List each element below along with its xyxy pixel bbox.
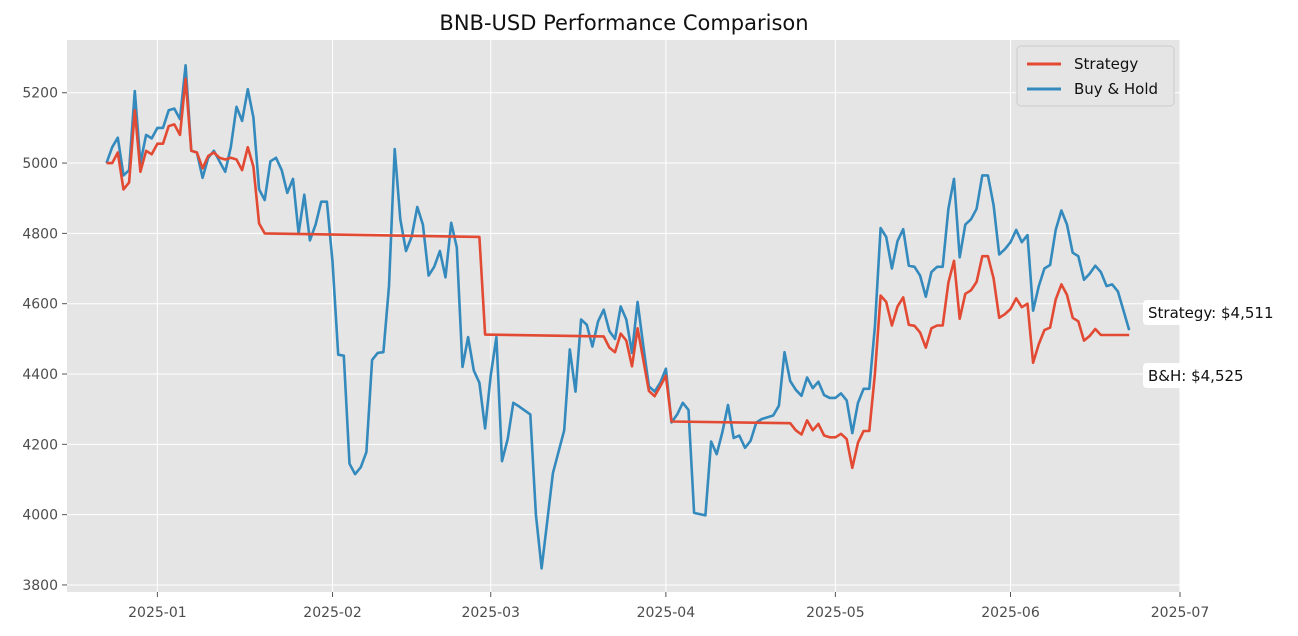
annotation-buy-hold-label: B&H: $4,525 (1148, 367, 1244, 385)
legend-label-strategy: Strategy (1074, 55, 1138, 73)
y-tick-label: 4600 (22, 297, 58, 313)
x-tick-label: 2025-02 (303, 605, 362, 621)
series-lines (105, 64, 1131, 570)
x-tick-label: 2025-03 (461, 605, 520, 621)
series-line-buy-hold (105, 64, 1131, 570)
axis-ticks: 3800 4000 4200 4400 4600 4800 5000 5200 2025-01 2… (22, 86, 1209, 621)
annotation-strategy-box (1143, 300, 1290, 325)
y-tick-label: 4800 (22, 226, 58, 242)
annotation-strategy-label: Strategy: $4,511 (1148, 304, 1274, 322)
y-tick-label: 5000 (22, 156, 58, 172)
x-tick-label: 2025-01 (128, 605, 187, 621)
x-tick-label: 2025-07 (1151, 605, 1210, 621)
legend-label-buy-hold: Buy & Hold (1074, 80, 1158, 98)
y-tick-label: 4400 (22, 367, 58, 383)
annotation-strategy: Strategy: $4,511 (1143, 300, 1290, 325)
x-tick-label: 2025-04 (637, 605, 696, 621)
legend: Strategy Buy & Hold (1016, 45, 1175, 107)
y-tick-label: 4000 (22, 508, 58, 524)
annotation-buy-hold: B&H: $4,525 (1143, 363, 1257, 388)
grid-lines (67, 40, 1181, 592)
legend-box (1016, 45, 1175, 107)
series-line-strategy (106, 77, 1130, 470)
y-tick-label: 5200 (22, 86, 58, 102)
x-tick-label: 2025-05 (806, 605, 865, 621)
x-tick-label: 2025-06 (981, 605, 1040, 621)
annotation-buy-hold-box (1143, 363, 1257, 388)
chart-title: BNB-USD Performance Comparison (439, 11, 808, 35)
y-tick-label: 4200 (22, 437, 58, 453)
y-tick-label: 3800 (22, 578, 58, 594)
